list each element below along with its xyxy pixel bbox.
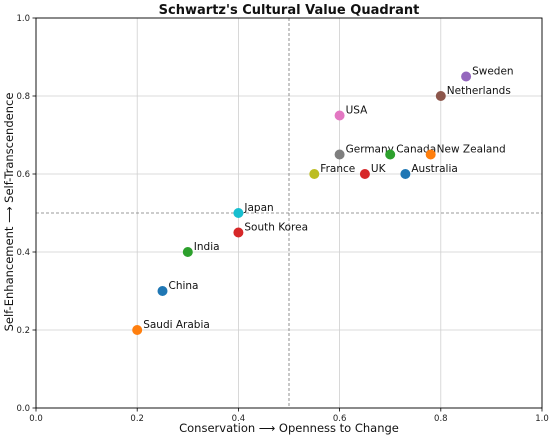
data-point-marker: [359, 169, 370, 179]
data-point-label: India: [194, 241, 220, 253]
data-point-label: China: [169, 280, 199, 292]
axis-ticks: 0.0 0.2 0.4 0.6 0.8 1.0 0.0 0.2 0.4 0.6 0.8 1.0: [16, 14, 548, 424]
y-tick-label: 0.2: [16, 326, 30, 336]
y-tick-label: 0.4: [16, 248, 30, 258]
x-tick-label: 0.2: [130, 414, 144, 424]
point-india: India: [182, 241, 220, 257]
data-point-label: Japan: [243, 202, 273, 214]
point-australia: Australia: [400, 163, 458, 179]
data-point-marker: [435, 91, 446, 101]
plot-frame: [35, 17, 543, 409]
data-point-label: South Korea: [244, 222, 308, 234]
y-tick-label: 0.8: [16, 92, 30, 102]
y-tick-label: 0.6: [16, 170, 30, 180]
x-tick-label: 1.0: [535, 414, 549, 424]
x-tick-label: 0.0: [29, 414, 43, 424]
data-point-label: UK: [371, 163, 387, 175]
data-point-marker: [385, 149, 396, 160]
data-point-marker: [309, 169, 320, 179]
x-tick-label: 0.4: [232, 414, 246, 424]
point-china: China: [157, 280, 199, 296]
y-tick-label: 1.0: [16, 14, 30, 24]
data-point-marker: [157, 286, 168, 296]
data-point-label: New Zealand: [437, 144, 506, 156]
data-point-label: Saudi Arabia: [143, 319, 210, 331]
chart-title: Schwartz's Cultural Value Quadrant: [159, 3, 420, 18]
data-point-marker: [233, 227, 244, 238]
point-new-zealand: New Zealand: [425, 144, 506, 160]
data-point-label: USA: [346, 105, 369, 117]
y-axis-label: Self-Enhancement ⟶ Self-Transcendence: [2, 93, 16, 332]
point-saudi-arabia: Saudi Arabia: [132, 319, 210, 335]
x-tick-label: 0.6: [333, 414, 347, 424]
data-point-marker: [233, 208, 244, 218]
point-sweden: Sweden: [461, 66, 514, 82]
data-point-marker: [334, 110, 345, 121]
point-south-korea: South Korea: [233, 222, 308, 238]
data-point-marker: [400, 169, 411, 179]
point-japan: Japan: [233, 202, 274, 218]
data-point-marker: [334, 149, 345, 160]
point-netherlands: Netherlands: [435, 85, 511, 101]
point-germany: Germany: [334, 144, 394, 160]
data-point-marker: [461, 71, 472, 82]
data-point-marker: [425, 149, 436, 160]
x-tick-label: 0.8: [434, 414, 448, 424]
data-point-label: France: [320, 163, 355, 175]
data-point-label: Australia: [411, 163, 457, 175]
point-uk: UK: [359, 163, 387, 179]
data-point-label: Germany: [346, 144, 394, 156]
y-tick-label: 0.0: [16, 404, 30, 414]
x-axis-label: Conservation ⟶ Openness to Change: [179, 421, 399, 435]
point-france: France: [309, 163, 355, 179]
data-point-label: Sweden: [472, 66, 513, 78]
data-point-marker: [132, 325, 143, 335]
point-usa: USA: [334, 105, 369, 121]
data-point-marker: [182, 247, 193, 257]
data-point-label: Netherlands: [447, 85, 511, 97]
reference-lines: [36, 18, 542, 408]
